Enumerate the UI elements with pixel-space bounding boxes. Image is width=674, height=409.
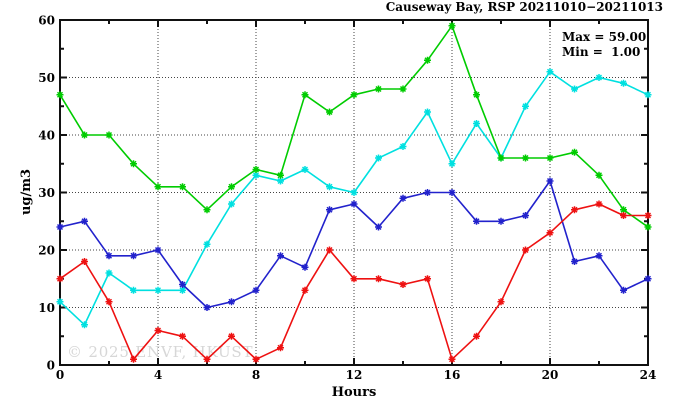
x-tick-label: 20 [542,368,559,382]
x-tick-label: 8 [252,368,260,382]
series-line-blue-series [59,180,649,309]
y-tick-label: 60 [38,14,55,28]
y-tick-label: 20 [38,244,55,258]
watermark: © 2025 ENVF, HKUST [67,343,253,361]
x-axis-label: Hours [332,385,377,400]
y-tick-label: 10 [38,301,55,315]
y-tick-label: 40 [38,129,55,143]
chart-title: Causeway Bay, RSP 20211010−20211013 [386,0,663,14]
series-line-cyan-series [59,71,649,326]
series-markers-green-series [56,22,652,231]
x-tick-label: 12 [346,368,363,382]
x-tick-label: 0 [56,368,64,382]
y-tick-label: 30 [38,186,55,200]
data-series [56,22,652,363]
y-tick-label: 0 [47,359,55,373]
min-annotation: Min = 1.00 [562,45,640,59]
max-annotation: Max = 59.00 [562,30,646,44]
y-axis-label: ug/m3 [19,169,34,215]
series-markers-red-series [56,200,652,363]
x-tick-label: 24 [640,368,657,382]
y-tick-label: 50 [38,71,55,85]
series-markers-cyan-series [56,68,652,329]
plot-frame-and-ticks [59,19,649,366]
series-line-green-series [59,24,649,228]
x-tick-label: 16 [444,368,461,382]
series-markers-blue-series [56,177,652,311]
x-tick-label: 4 [154,368,162,382]
tick-labels: 0 4 8 12 16 20 24 0 10 20 30 40 50 60 [38,14,656,383]
